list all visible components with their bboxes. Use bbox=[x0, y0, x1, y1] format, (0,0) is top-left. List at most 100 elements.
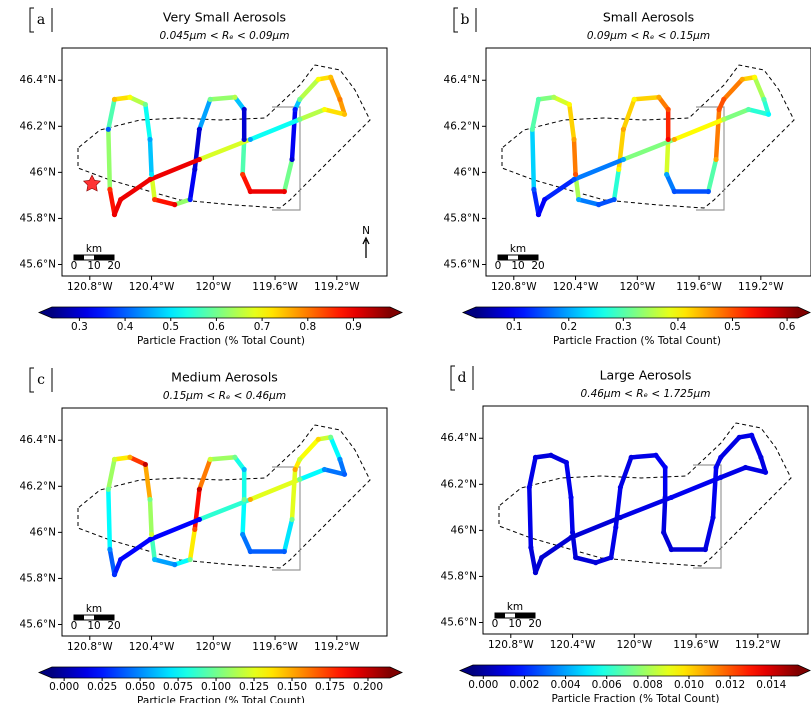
track-point bbox=[668, 494, 674, 501]
track-point bbox=[152, 196, 158, 203]
x-tick-label: 119.2°W bbox=[738, 281, 784, 293]
track-segment bbox=[628, 453, 659, 460]
track-point bbox=[142, 461, 148, 468]
track-point bbox=[542, 196, 548, 203]
colorbar-outline bbox=[37, 306, 403, 319]
colorbar-tick-label: 0.9 bbox=[345, 321, 362, 333]
track-point bbox=[752, 74, 758, 80]
y-tick-label: 45.6°N bbox=[20, 258, 56, 270]
track-segment bbox=[106, 457, 117, 492]
track-point bbox=[232, 454, 238, 460]
track-segment bbox=[530, 127, 537, 192]
track-segment bbox=[297, 437, 321, 462]
flight-area bbox=[77, 64, 371, 209]
track-segment bbox=[172, 557, 193, 567]
track-segment bbox=[669, 475, 724, 500]
track-segment bbox=[289, 107, 298, 162]
track-segment bbox=[533, 555, 544, 575]
track-segment bbox=[703, 515, 716, 552]
track-segment bbox=[282, 157, 295, 194]
panel-title: Medium Aerosols bbox=[171, 370, 278, 385]
colorbar-tick-label: 0.125 bbox=[239, 681, 269, 693]
track-point bbox=[736, 434, 742, 440]
track-point bbox=[147, 496, 153, 503]
y-tick-label: 45.8°N bbox=[20, 572, 56, 584]
colorbar-tick-label: 0.3 bbox=[615, 321, 632, 333]
track-point bbox=[661, 529, 667, 536]
track-segment bbox=[571, 137, 578, 177]
track-point bbox=[142, 101, 148, 108]
scalebar-seg bbox=[495, 613, 505, 618]
track-segment bbox=[743, 465, 768, 475]
track-point bbox=[716, 106, 722, 113]
panel-subtitle: 0.46μm < Rₑ < 1.725μm bbox=[581, 388, 711, 400]
track-segment bbox=[289, 467, 298, 522]
track-segment bbox=[661, 495, 668, 535]
track-segment bbox=[248, 477, 303, 502]
colorbar-tick-label: 0.5 bbox=[724, 321, 741, 333]
track-point bbox=[127, 454, 133, 460]
track-point bbox=[761, 96, 767, 102]
colorbar-tick-label: 0.175 bbox=[315, 681, 345, 693]
x-tick-label: 119.6°W bbox=[252, 641, 298, 653]
y-tick-label: 45.8°N bbox=[20, 212, 56, 224]
track-point bbox=[105, 486, 111, 492]
track-point bbox=[656, 94, 662, 100]
track-point bbox=[111, 571, 118, 578]
track-segment bbox=[147, 137, 154, 177]
track-point bbox=[528, 544, 534, 551]
scalebar-label: km bbox=[86, 243, 102, 255]
track-segment bbox=[207, 95, 238, 102]
track-point bbox=[532, 569, 539, 576]
track-point bbox=[617, 514, 624, 521]
track-point bbox=[172, 562, 178, 568]
track-segment bbox=[531, 187, 541, 217]
track-segment bbox=[207, 455, 238, 462]
colorbar-tick-label: 0.010 bbox=[674, 679, 704, 691]
track-segment bbox=[118, 537, 153, 562]
target-bracket bbox=[272, 466, 301, 571]
track-segment bbox=[322, 467, 347, 477]
track-segment bbox=[713, 107, 722, 162]
colorbar-tick-label: 0.000 bbox=[468, 679, 498, 691]
colorbar-tick-label: 0.014 bbox=[756, 679, 786, 691]
colorbar-tick-label: 0.100 bbox=[201, 681, 231, 693]
track-point bbox=[571, 136, 577, 143]
colorbar-label: Particle Fraction (% Total Count) bbox=[137, 335, 305, 347]
colorbar-tick-label: 0.6 bbox=[779, 321, 796, 333]
track-point bbox=[148, 171, 155, 178]
colorbar bbox=[476, 307, 798, 318]
colorbar-extend-high bbox=[798, 307, 810, 318]
track-point bbox=[566, 101, 572, 108]
track-point bbox=[241, 466, 247, 473]
panel-title: Very Small Aerosols bbox=[163, 10, 286, 25]
colorbar-outline bbox=[458, 664, 811, 677]
track-point bbox=[241, 496, 247, 503]
track-point bbox=[321, 106, 328, 113]
track-point bbox=[315, 436, 321, 442]
scalebar-tick: 20 bbox=[107, 620, 120, 632]
colorbar-extend-high bbox=[798, 665, 810, 676]
track-segment bbox=[187, 527, 198, 562]
x-tick-label: 120.4°W bbox=[550, 639, 596, 651]
track-segment bbox=[143, 102, 153, 142]
track-point bbox=[608, 554, 614, 561]
x-tick-label: 119.6°W bbox=[676, 281, 722, 293]
track-segment bbox=[240, 497, 247, 537]
track-segment bbox=[172, 197, 193, 207]
colorbar-tick-label: 0.1 bbox=[506, 321, 523, 333]
track-segment bbox=[240, 172, 253, 194]
colorbar-tick-label: 0.008 bbox=[633, 679, 663, 691]
y-tick-label: 46.4°N bbox=[20, 74, 56, 86]
colorbar-tick-label: 0.6 bbox=[208, 321, 225, 333]
track-segment bbox=[611, 167, 622, 202]
y-tick-label: 46°N bbox=[30, 526, 56, 538]
track-point bbox=[526, 484, 532, 490]
track-segment bbox=[618, 455, 634, 490]
panel-title: Large Aerosols bbox=[600, 368, 692, 383]
scalebar-label: km bbox=[510, 243, 526, 255]
track-point bbox=[192, 526, 198, 532]
track-point bbox=[111, 96, 118, 102]
track-segment bbox=[527, 455, 538, 490]
